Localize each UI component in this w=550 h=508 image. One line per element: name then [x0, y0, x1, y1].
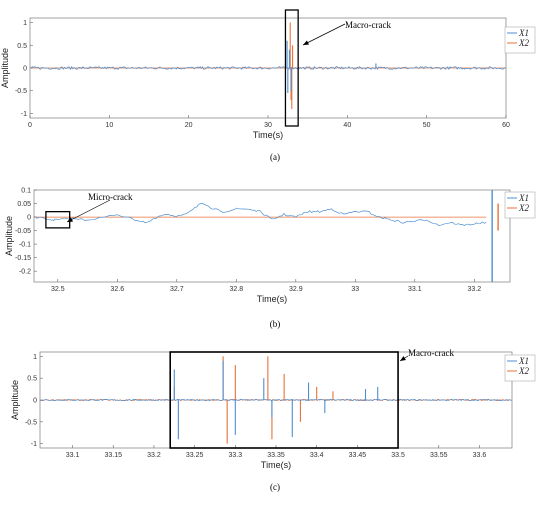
y-tick-label: 0.1	[21, 188, 31, 195]
x-tick-label: 33.2	[147, 452, 161, 459]
legend-box	[504, 26, 536, 54]
series-line-x1	[30, 65, 506, 71]
y-axis-label: Amplitude	[10, 380, 20, 420]
y-axis-label: Amplitude	[0, 48, 10, 88]
x-tick-label: 33.4	[310, 452, 324, 459]
x-tick-label: 32.8	[229, 286, 243, 293]
chart-panel-b: 32.5 32.6 32.7 32.8 32.9 33 33.1 33.2 -0.2 -0.15 -…	[4, 188, 536, 329]
annotation: Macro-crack	[284, 9, 391, 127]
annotation: Micro-crack	[45, 192, 133, 229]
panel-label: (b)	[270, 319, 281, 329]
panel-label: (c)	[270, 482, 280, 492]
y-tick-label: 0	[23, 66, 27, 73]
y-tick-label: 0.5	[27, 376, 37, 383]
y-tick-label: -1	[31, 441, 37, 448]
chart-panel-a: 0 10 20 30 40 50 60 -1 -0.5 0 0.5 1 Time(s) Amplitude…	[0, 9, 536, 162]
x-tick-label: 33.1	[408, 286, 422, 293]
x-tick-label: 33.3	[228, 452, 242, 459]
arrow-head	[303, 40, 309, 45]
y-tick-label: 0.5	[17, 43, 27, 50]
legend-label-x2: X2	[518, 38, 529, 48]
x-tick-label: 30	[264, 122, 272, 129]
annotation-label: Micro-crack	[88, 192, 133, 202]
legend-label-x2: X2	[518, 366, 529, 376]
y-tick-label: 0	[33, 398, 37, 405]
legend-label-x1: X1	[518, 356, 529, 366]
x-tick-label: 33.15	[104, 452, 122, 459]
annotation-arrow	[302, 23, 346, 46]
y-tick-label: -0.05	[15, 228, 31, 235]
panel-label: (a)	[270, 152, 280, 162]
y-tick-label: 0.05	[17, 201, 31, 208]
y-tick-label: -0.5	[25, 419, 37, 426]
plot-area	[33, 189, 511, 283]
annotation-box	[169, 351, 399, 449]
x-tick-label: 32.9	[289, 286, 303, 293]
x-tick-label: 33.35	[267, 452, 285, 459]
annotation-arrow	[66, 199, 111, 223]
x-axis-label: Time(s)	[253, 130, 283, 140]
x-tick-label: 33.45	[349, 452, 367, 459]
x-axis-label: Time(s)	[261, 460, 291, 470]
data-layer	[34, 190, 499, 282]
x-tick-label: 0	[28, 122, 32, 129]
y-tick-label: -0.5	[15, 88, 27, 95]
legend-label-x2: X2	[518, 203, 529, 213]
y-tick-label: -0.1	[19, 242, 31, 249]
annotation-label: Macro-crack	[345, 20, 391, 30]
arrow-head	[67, 217, 73, 222]
data-layer	[30, 22, 506, 109]
x-tick-label: 33.55	[430, 452, 448, 459]
y-tick-label: 1	[33, 354, 37, 361]
legend-label-x1: X1	[518, 193, 529, 203]
x-tick-label: 32.6	[110, 286, 124, 293]
x-tick-label: 32.5	[51, 286, 65, 293]
x-tick-label: 40	[343, 122, 351, 129]
series-line-x1	[40, 398, 512, 402]
x-axis-label: Time(s)	[257, 294, 287, 304]
series-line-x1	[34, 202, 487, 227]
y-tick-label: -0.15	[15, 255, 31, 262]
annotation: Macro-crack	[169, 348, 454, 449]
legend-label-x1: X1	[518, 28, 529, 38]
data-layer	[40, 356, 512, 444]
y-tick-label: -1	[21, 111, 27, 118]
y-axis-label: Amplitude	[4, 216, 14, 256]
x-tick-label: 50	[423, 122, 431, 129]
x-tick-label: 33	[351, 286, 359, 293]
x-tick-label: 20	[185, 122, 193, 129]
x-tick-label: 33.1	[66, 452, 80, 459]
annotation-label: Macro-crack	[408, 348, 454, 358]
x-tick-label: 33.2	[467, 286, 481, 293]
chart-panel-c: 33.1 33.15 33.2 33.25 33.3 33.35 33.4 33.45 33.5…	[10, 348, 536, 492]
x-tick-label: 33.5	[391, 452, 405, 459]
x-tick-label: 33.6	[473, 452, 487, 459]
y-tick-label: 1	[23, 20, 27, 27]
annotation-box	[284, 9, 299, 127]
arrow-head	[400, 356, 406, 361]
legend-box	[504, 354, 536, 382]
y-tick-label: 0	[27, 215, 31, 222]
x-tick-label: 32.7	[170, 286, 184, 293]
x-tick-label: 10	[105, 122, 113, 129]
x-tick-label: 60	[502, 122, 510, 129]
x-tick-label: 33.25	[186, 452, 204, 459]
legend-box	[504, 191, 536, 219]
y-tick-label: -0.2	[19, 269, 31, 276]
